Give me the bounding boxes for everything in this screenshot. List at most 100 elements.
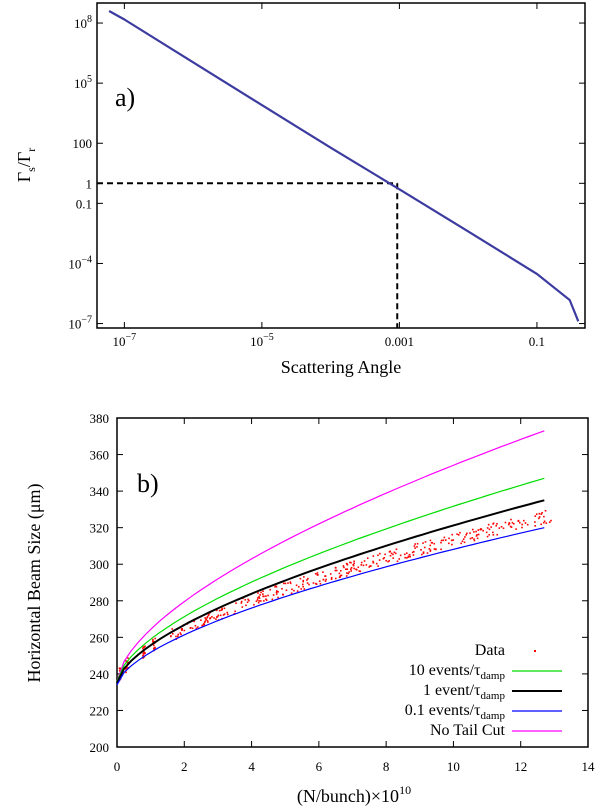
data-point: [433, 548, 436, 550]
data-point: [475, 535, 478, 537]
data-point: [469, 532, 471, 534]
data-point: [335, 569, 338, 572]
data-point: [275, 593, 278, 595]
data-point: [421, 553, 423, 556]
legend-label: 10 events/τdamp: [409, 662, 506, 682]
data-point: [215, 609, 218, 612]
data-point: [119, 667, 122, 670]
data-point: [284, 582, 287, 585]
data-point: [476, 534, 478, 536]
data-point: [204, 620, 206, 623]
data-point: [347, 572, 350, 575]
data-point: [394, 552, 397, 555]
data-point: [457, 534, 460, 536]
data-point: [390, 552, 393, 555]
data-point: [302, 585, 304, 588]
data-point: [353, 567, 355, 570]
data-point: [154, 646, 156, 649]
legend-label: Data: [475, 642, 505, 659]
data-point: [460, 542, 463, 545]
data-point: [502, 527, 505, 530]
data-point: [475, 530, 477, 533]
legend-marker-dot: [534, 650, 536, 652]
data-point: [377, 554, 379, 557]
data-point: [405, 552, 408, 555]
x-tick-label: 2: [181, 759, 188, 774]
data-point: [255, 600, 258, 603]
data-point: [274, 585, 277, 588]
data-point: [534, 515, 537, 517]
data-point: [350, 566, 353, 569]
data-point: [281, 593, 284, 596]
data-point: [384, 553, 386, 556]
data-point: [462, 538, 465, 540]
data-point: [176, 635, 179, 638]
data-point: [538, 517, 540, 520]
legend-label: 0.1 events/τdamp: [405, 702, 506, 722]
data-point: [127, 657, 129, 659]
data-point: [496, 522, 498, 525]
data-point: [235, 602, 237, 604]
data-point: [471, 528, 474, 531]
data-point: [479, 528, 482, 531]
data-point: [465, 534, 467, 536]
x-tick-label: 8: [383, 759, 390, 774]
data-point: [413, 550, 415, 553]
data-point: [267, 594, 269, 597]
data-point: [362, 564, 365, 567]
data-point: [517, 519, 520, 522]
data-point: [221, 608, 224, 611]
data-point: [482, 529, 485, 532]
data-point: [524, 522, 527, 524]
data-point: [125, 666, 128, 669]
panel-a-frame: [96, 2, 586, 329]
data-point: [500, 525, 503, 528]
data-point: [258, 595, 260, 598]
data-point: [540, 513, 543, 515]
data-point: [259, 594, 261, 596]
data-point: [521, 526, 523, 529]
data-point: [248, 599, 250, 602]
data-point: [226, 613, 229, 616]
data-point: [322, 578, 325, 581]
data-point: [343, 566, 345, 569]
data-point: [450, 539, 453, 542]
series-curve: [116, 430, 545, 682]
data-point: [388, 560, 391, 562]
data-point: [247, 598, 249, 601]
data-point: [521, 523, 523, 526]
data-point: [515, 528, 517, 530]
data-point: [330, 576, 333, 579]
x-tick-label: 10−5: [250, 332, 274, 349]
data-point: [334, 569, 337, 572]
panel-b: 0 2 4 6 8 10 12 14 200 220 240 260 280 300 320 340 360 38…: [24, 411, 595, 807]
data-point: [221, 607, 223, 610]
data-point: [429, 549, 432, 551]
y-tick-label: 300: [90, 557, 110, 572]
data-point: [372, 561, 375, 564]
data-point: [142, 652, 144, 655]
data-point: [296, 590, 299, 592]
data-point: [440, 539, 443, 542]
data-point: [125, 668, 127, 671]
data-point: [487, 523, 490, 526]
data-point: [257, 592, 259, 594]
data-point: [430, 541, 433, 544]
data-point: [256, 599, 259, 601]
data-point: [318, 580, 321, 582]
data-point: [399, 554, 402, 557]
panel-b-frame: [116, 417, 589, 748]
y-tick-label: 220: [90, 703, 110, 718]
data-point: [324, 580, 327, 582]
data-point: [189, 627, 192, 629]
data-point: [461, 540, 464, 543]
data-point: [300, 588, 303, 590]
data-point: [422, 542, 424, 544]
data-point: [142, 646, 145, 649]
data-point: [339, 576, 341, 578]
data-point: [142, 654, 145, 657]
data-point: [218, 609, 221, 612]
data-point: [262, 593, 264, 595]
data-point: [262, 590, 264, 592]
data-point: [434, 548, 437, 551]
